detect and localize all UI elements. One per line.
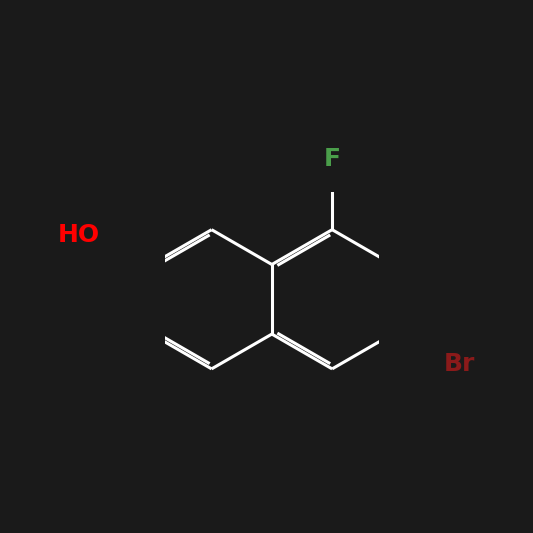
Text: F: F [324,147,341,171]
Text: Br: Br [443,352,475,376]
Text: HO: HO [58,223,100,247]
